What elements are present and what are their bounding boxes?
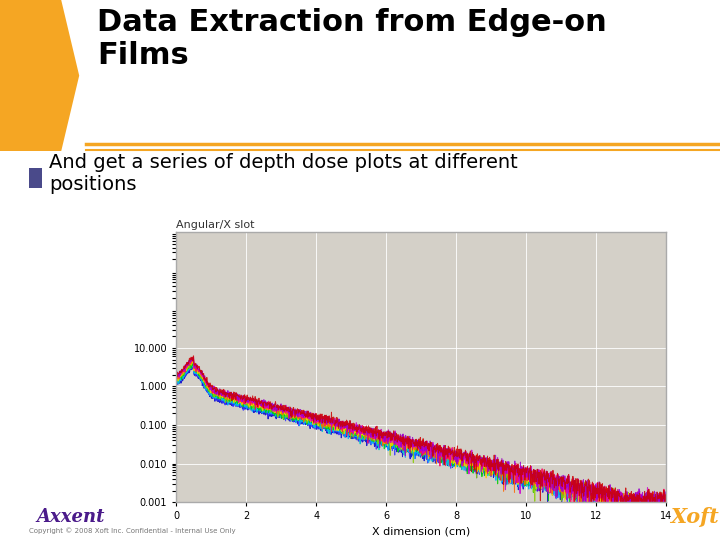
Text: Data Extraction from Edge-on
Films: Data Extraction from Edge-on Films (97, 8, 607, 70)
Text: Angular/X slot: Angular/X slot (176, 220, 255, 230)
Bar (29, 168, 42, 188)
Text: Axxent: Axxent (36, 508, 104, 526)
Text: Xoft: Xoft (670, 507, 719, 528)
Text: And get a series of depth dose plots at different
positions: And get a series of depth dose plots at … (49, 153, 518, 194)
Polygon shape (0, 0, 79, 151)
X-axis label: X dimension (cm): X dimension (cm) (372, 527, 470, 537)
Bar (0, 0, 11, 151)
Text: Copyright © 2008 Xoft Inc. Confidential - Internal Use Only: Copyright © 2008 Xoft Inc. Confidential … (29, 528, 235, 535)
Text: ™: ™ (83, 512, 94, 522)
